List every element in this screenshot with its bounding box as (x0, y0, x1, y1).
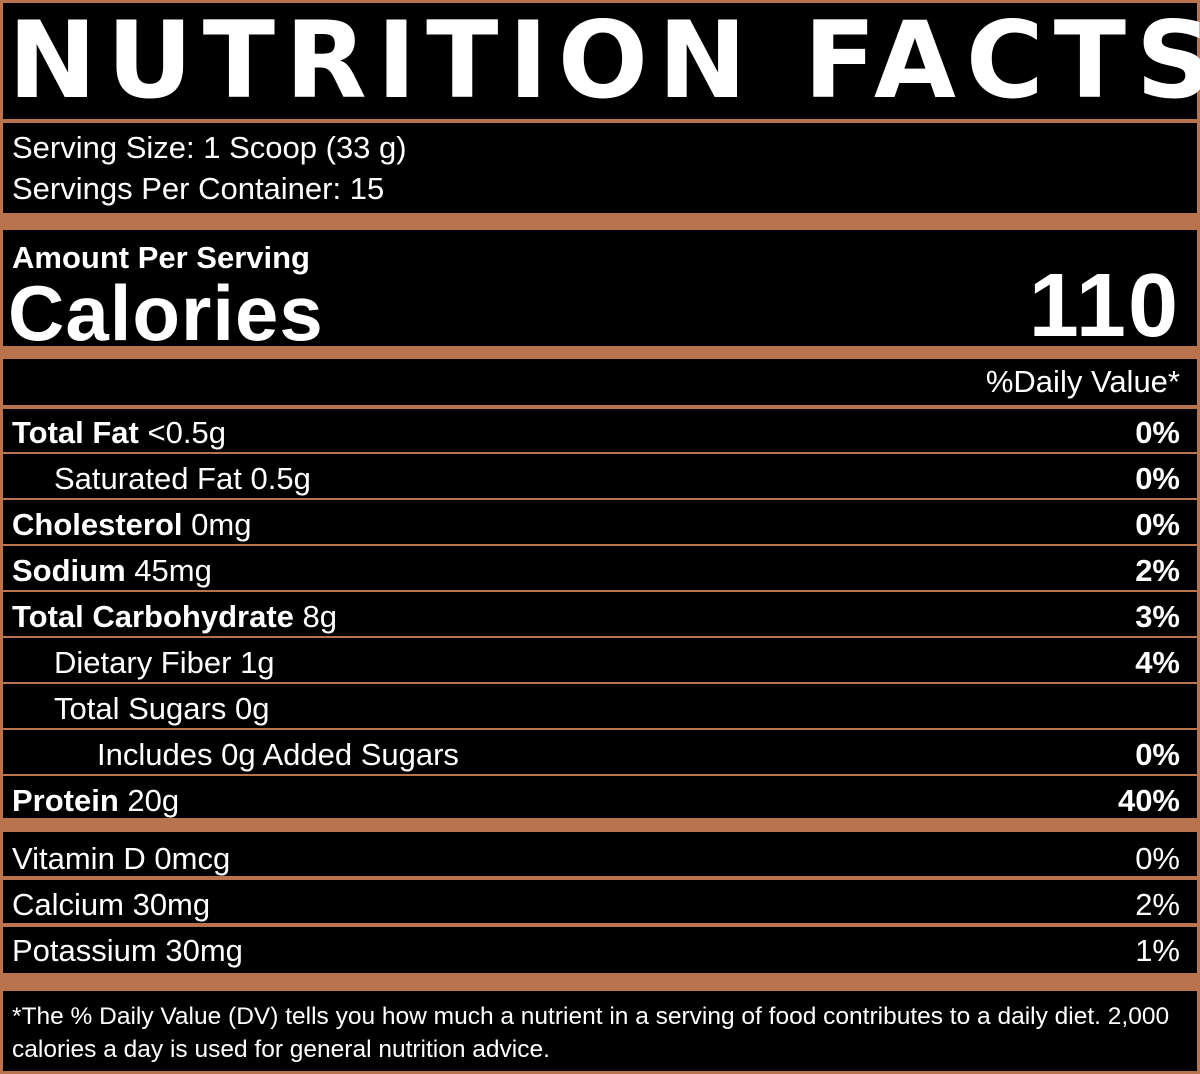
nutrient-name: Cholesterol (12, 507, 183, 542)
nutrient-amount: 20g (127, 783, 180, 818)
nutrient-name: Sodium (12, 553, 126, 588)
divider (0, 682, 1200, 684)
vitamin-name: Vitamin D 0mcg (12, 841, 231, 876)
vitamin-name: Potassium 30mg (12, 933, 243, 968)
calories-value: 110 (1028, 256, 1180, 356)
nutrient-dv: 4% (1135, 645, 1180, 680)
border-left (0, 0, 3, 1074)
nutrient-row-added-sugars: Includes 0g Added Sugars 0% (0, 731, 1200, 775)
nutrient-row-cholesterol: Cholesterol 0mg 0% (0, 501, 1200, 545)
border-right (1197, 0, 1200, 1074)
vitamin-row-vitamin-d: Vitamin D 0mcg 0% (0, 835, 1200, 879)
vitamin-dv: 2% (1135, 887, 1180, 922)
nutrient-amount: 8g (302, 599, 338, 634)
thick-divider (0, 213, 1200, 230)
nutrient-dv: 0% (1135, 415, 1180, 450)
nutrient-amount: 1g (240, 645, 275, 680)
nutrient-name: Protein (12, 783, 119, 818)
thick-divider (0, 818, 1200, 832)
divider (0, 405, 1200, 409)
nutrient-dv: 3% (1135, 599, 1180, 634)
nutrient-row-total-carbohydrate: Total Carbohydrate 8g 3% (0, 593, 1200, 637)
nutrient-amount: 0.5g (250, 461, 311, 496)
calories-label: Calories (8, 269, 324, 357)
amount-per-serving: Amount Per Serving (12, 240, 310, 275)
nutrient-row-saturated-fat: Saturated Fat 0.5g 0% (0, 455, 1200, 499)
vitamin-dv: 1% (1135, 933, 1180, 968)
nutrient-row-total-fat: Total Fat <0.5g 0% (0, 409, 1200, 453)
nutrient-name: Dietary Fiber (54, 645, 232, 680)
divider (0, 774, 1200, 776)
nutrient-row-dietary-fiber: Dietary Fiber 1g 4% (0, 639, 1200, 683)
vitamin-name: Calcium 30mg (12, 887, 211, 922)
nutrient-dv: 0% (1135, 461, 1180, 496)
nutrient-name: Total Sugars (54, 691, 227, 726)
nutrient-dv: 2% (1135, 553, 1180, 588)
nutrient-name: Includes 0g Added Sugars (97, 737, 459, 772)
nutrient-dv: 0% (1135, 737, 1180, 772)
nutrient-name: Saturated Fat (54, 461, 242, 496)
nutrient-amount: <0.5g (147, 415, 226, 450)
divider (0, 728, 1200, 730)
thick-divider (0, 973, 1200, 991)
label-title: NUTRITION FACTS (8, 0, 1200, 122)
vitamin-row-potassium: Potassium 30mg 1% (0, 927, 1200, 971)
divider (0, 498, 1200, 500)
divider (0, 876, 1200, 880)
servings-per-container: Servings Per Container: 15 (12, 171, 385, 206)
divider (0, 452, 1200, 454)
footnote: *The % Daily Value (DV) tells you how mu… (12, 1003, 1170, 1063)
nutrient-row-total-sugars: Total Sugars 0g (0, 685, 1200, 729)
vitamin-dv: 0% (1135, 841, 1180, 876)
serving-size: Serving Size: 1 Scoop (33 g) (12, 130, 407, 165)
vitamin-row-calcium: Calcium 30mg 2% (0, 881, 1200, 925)
divider (0, 923, 1200, 927)
divider (0, 544, 1200, 546)
nutrient-name: Total Carbohydrate (12, 599, 294, 634)
nutrient-name: Total Fat (12, 415, 139, 450)
nutrient-amount: 45mg (134, 553, 212, 588)
divider (0, 590, 1200, 592)
border-bottom (0, 1071, 1200, 1074)
nutrient-amount: 0mg (191, 507, 252, 542)
daily-value-header: %Daily Value* (985, 364, 1180, 399)
nutrient-row-protein: Protein 20g 40% (0, 777, 1200, 821)
divider (0, 119, 1200, 123)
divider (0, 636, 1200, 638)
nutrient-dv: 40% (1117, 783, 1180, 818)
nutrient-amount: 0g (234, 691, 270, 726)
thick-divider (0, 346, 1200, 359)
nutrient-dv: 0% (1135, 507, 1180, 542)
border-top (0, 0, 1200, 3)
nutrient-row-sodium: Sodium 45mg 2% (0, 547, 1200, 591)
